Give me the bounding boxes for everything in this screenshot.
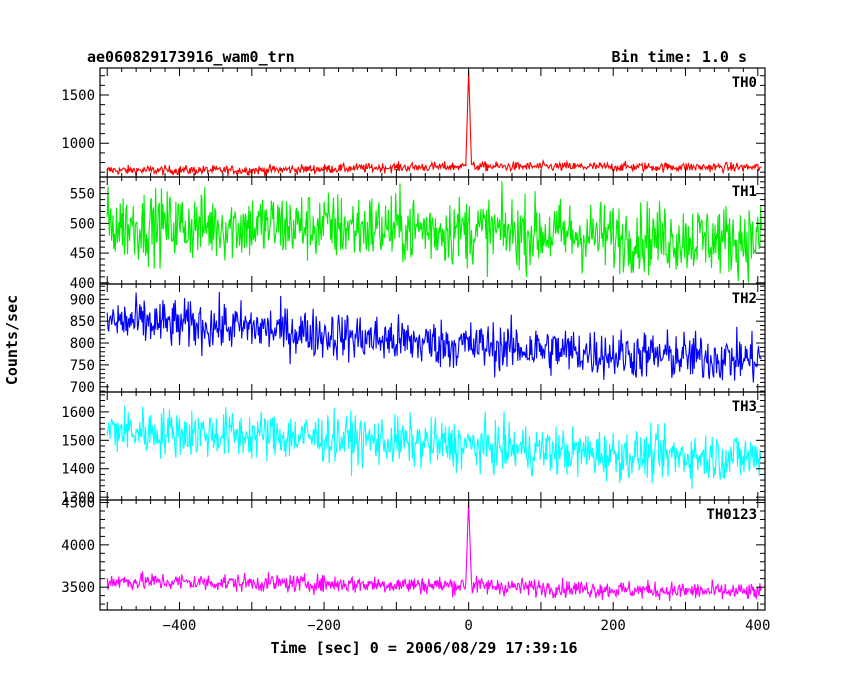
y-tick-label: 900 (70, 292, 95, 308)
y-tick-label: 700 (70, 380, 95, 396)
bin-time-label: Bin time: 1.0 s (612, 48, 747, 66)
x-axis-label: Time [sec] 0 = 2006/08/29 17:39:16 (270, 639, 577, 657)
x-tick-label: −400 (163, 618, 197, 634)
series-line-th0 (106, 70, 762, 177)
series-line-th0123 (106, 501, 762, 602)
y-tick-label: 1500 (61, 433, 95, 449)
y-tick-label: 1600 (61, 405, 95, 421)
x-tick-label: 200 (601, 618, 626, 634)
y-tick-label: 3500 (61, 580, 95, 596)
panel-label-th1: TH1 (732, 184, 757, 200)
panel-frame (99, 67, 766, 178)
series-line-th2 (106, 291, 762, 383)
y-tick-label: 550 (70, 187, 95, 203)
chart-title: ae060829173916_wam0_trn (87, 48, 295, 66)
panel-label-th0: TH0 (732, 75, 757, 91)
series-line-th1 (106, 181, 762, 283)
series-line-th3 (106, 405, 762, 489)
y-tick-label: 400 (70, 276, 95, 292)
y-tick-label: 1400 (61, 462, 95, 478)
y-tick-label: 450 (70, 246, 95, 262)
panel-label-th0123: TH0123 (706, 507, 757, 523)
y-tick-label: 750 (70, 358, 95, 374)
panel-label-th2: TH2 (732, 291, 757, 307)
y-tick-label: 500 (70, 216, 95, 232)
y-tick-label: 850 (70, 314, 95, 330)
panel-frame (99, 499, 766, 611)
y-axis-label: Counts/sec (3, 295, 21, 385)
y-tick-label: 1500 (61, 88, 95, 104)
x-tick-label: −200 (307, 618, 341, 634)
panel-label-th3: TH3 (732, 399, 757, 415)
y-tick-label: 4000 (61, 538, 95, 554)
x-tick-label: 0 (464, 618, 472, 634)
panels-group: 1000 1500 TH0 400 450 500 550 TH1 700 750 800 850 90… (61, 67, 770, 634)
y-tick-label: 1300 (61, 490, 95, 506)
y-tick-label: 800 (70, 336, 95, 352)
y-tick-label: 1000 (61, 136, 95, 152)
x-tick-label: 400 (745, 618, 770, 634)
y-tick-label: 4500 (61, 496, 95, 512)
